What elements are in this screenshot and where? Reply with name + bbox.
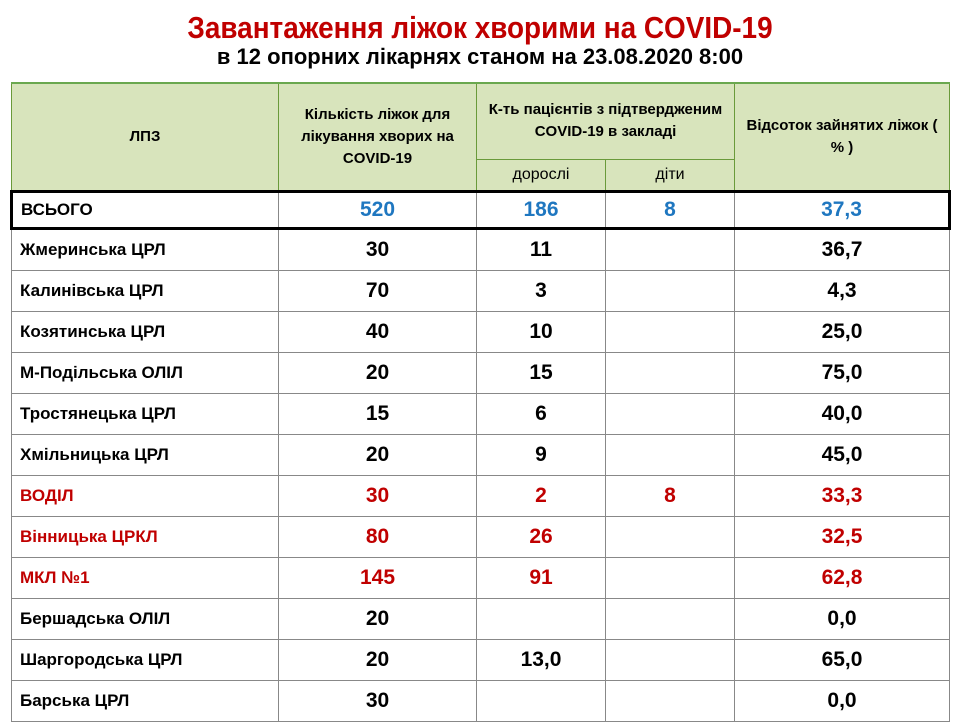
table-row: Барська ЦРЛ 30 0,0 [11,679,951,722]
cell-children [604,515,736,558]
cell-children [604,227,736,271]
table-row: МКЛ №1 145 91 62,8 [11,556,951,599]
cell-adults: 10 [476,310,606,353]
cell-beds: 20 [278,433,477,476]
cell-beds: 145 [278,556,477,599]
cell-name: Жмеринська ЦРЛ [11,227,279,271]
cell-beds: 30 [278,679,477,722]
table-row: Хмільницька ЦРЛ 20 9 45,0 [11,433,951,476]
cell-percent: 25,0 [734,310,951,353]
slide-subtitle: в 12 опорних лікарнях станом на 23.08.20… [216,44,744,69]
cell-name: Вінницька ЦРКЛ [11,515,279,558]
cell-children: 8 [604,474,736,517]
cell-percent: 62,8 [734,556,951,599]
cell-beds: 20 [278,638,477,681]
cell-children [604,433,736,476]
cell-adults [476,679,606,722]
cell-adults: 26 [476,515,606,558]
cell-beds: 80 [278,515,477,558]
total-adults: 186 [476,189,606,230]
cell-beds: 30 [278,474,477,517]
total-name: ВСЬОГО [10,189,279,230]
total-percent: 37,3 [734,189,952,230]
header-adults: дорослі [476,158,606,192]
cell-percent: 0,0 [734,679,951,722]
header-beds: Кількість ліжок для лікування хворих на … [278,82,477,192]
cell-percent: 40,0 [734,392,951,435]
cell-name: М-Подільська ОЛІЛ [11,351,279,394]
header-children: діти [604,158,736,192]
cell-children [604,556,736,599]
total-children: 8 [604,189,736,230]
cell-name: ВОДІЛ [11,474,279,517]
cell-adults: 9 [476,433,606,476]
cell-children [604,351,736,394]
cell-name: Шаргородська ЦРЛ [11,638,279,681]
header-percent: Відсоток зайнятих ліжок ( % ) [734,82,951,192]
cell-name: Бершадська ОЛІЛ [11,597,279,640]
slide-title: Завантаження ліжок хворими на COVID-19 [187,10,773,45]
cell-name: Барська ЦРЛ [11,679,279,722]
cell-children [604,392,736,435]
cell-children [604,679,736,722]
table-row: Шаргородська ЦРЛ 20 13,0 65,0 [11,638,951,681]
bed-occupancy-table: ЛПЗ Кількість ліжок для лікування хворих… [10,82,952,722]
cell-beds: 30 [278,227,477,271]
cell-beds: 15 [278,392,477,435]
total-row: ВСЬОГО 520 186 8 37,3 [10,189,952,230]
table-row: Козятинська ЦРЛ 40 10 25,0 [11,310,951,353]
cell-children [604,310,736,353]
table-row: Калинівська ЦРЛ 70 3 4,3 [11,269,951,312]
cell-children [604,269,736,312]
cell-adults: 3 [476,269,606,312]
table-row: М-Подільська ОЛІЛ 20 15 75,0 [11,351,951,394]
header-patients: К-ть пацієнтів з підтвердженим COVID-19 … [475,82,736,160]
table-row: Вінницька ЦРКЛ 80 26 32,5 [11,515,951,558]
cell-adults [476,597,606,640]
cell-adults: 6 [476,392,606,435]
table-row: Жмеринська ЦРЛ 30 11 36,7 [11,227,951,271]
cell-percent: 65,0 [734,638,951,681]
table-row: ВОДІЛ 30 2 8 33,3 [11,474,951,517]
table-row: Тростянецька ЦРЛ 15 6 40,0 [11,392,951,435]
cell-percent: 32,5 [734,515,951,558]
cell-adults: 15 [476,351,606,394]
cell-beds: 70 [278,269,477,312]
cell-beds: 40 [278,310,477,353]
cell-percent: 45,0 [734,433,951,476]
cell-adults: 2 [476,474,606,517]
cell-name: МКЛ №1 [11,556,279,599]
header-facility: ЛПЗ [11,82,279,192]
total-beds: 520 [278,189,477,230]
cell-name: Козятинська ЦРЛ [11,310,279,353]
cell-beds: 20 [278,351,477,394]
cell-beds: 20 [278,597,477,640]
cell-adults: 91 [476,556,606,599]
cell-adults: 11 [476,227,606,271]
cell-percent: 33,3 [734,474,951,517]
cell-children [604,597,736,640]
cell-children [604,638,736,681]
cell-name: Тростянецька ЦРЛ [11,392,279,435]
cell-percent: 0,0 [734,597,951,640]
cell-name: Хмільницька ЦРЛ [11,433,279,476]
cell-percent: 75,0 [734,351,951,394]
cell-adults: 13,0 [476,638,606,681]
cell-name: Калинівська ЦРЛ [11,269,279,312]
cell-percent: 4,3 [734,269,951,312]
cell-percent: 36,7 [734,227,951,271]
table-row: Бершадська ОЛІЛ 20 0,0 [11,597,951,640]
